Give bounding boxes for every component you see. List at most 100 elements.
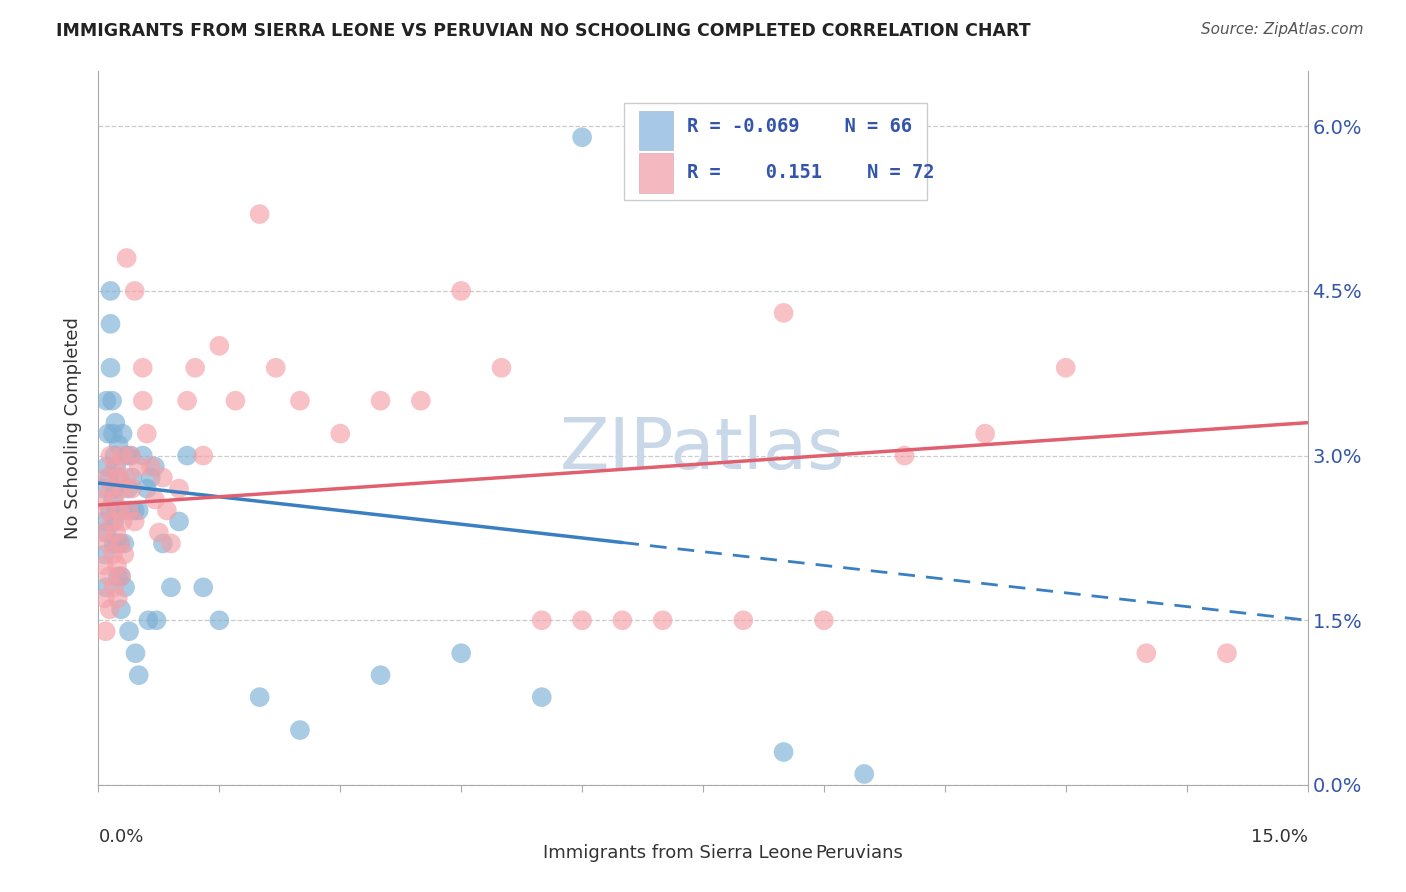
Point bbox=[115, 470, 138, 484]
Point bbox=[108, 503, 131, 517]
Point bbox=[612, 613, 634, 627]
Point bbox=[107, 591, 129, 606]
Point bbox=[97, 426, 120, 441]
Point bbox=[120, 449, 142, 463]
Point bbox=[135, 426, 157, 441]
Point bbox=[249, 207, 271, 221]
Point bbox=[288, 393, 311, 408]
Point bbox=[96, 525, 118, 540]
Point bbox=[571, 130, 593, 145]
Point bbox=[111, 503, 134, 517]
Point bbox=[124, 646, 146, 660]
Point bbox=[772, 306, 794, 320]
Point bbox=[132, 393, 155, 408]
Point bbox=[121, 470, 143, 484]
Point bbox=[176, 449, 198, 463]
Point bbox=[772, 745, 794, 759]
Point bbox=[103, 515, 125, 529]
Point bbox=[96, 470, 118, 484]
Point bbox=[124, 515, 146, 529]
Point bbox=[93, 558, 115, 573]
Point bbox=[208, 339, 231, 353]
Point bbox=[571, 613, 593, 627]
Point bbox=[107, 569, 129, 583]
Point bbox=[94, 591, 117, 606]
Point bbox=[148, 525, 170, 540]
Point bbox=[264, 360, 287, 375]
Point bbox=[193, 449, 215, 463]
Point bbox=[450, 284, 472, 298]
Point bbox=[208, 613, 231, 627]
Point bbox=[111, 449, 134, 463]
Point bbox=[105, 536, 128, 550]
Point bbox=[103, 482, 125, 496]
Point bbox=[105, 525, 128, 540]
Y-axis label: No Schooling Completed: No Schooling Completed bbox=[65, 318, 83, 539]
Point bbox=[115, 449, 138, 463]
Text: Immigrants from Sierra Leone: Immigrants from Sierra Leone bbox=[543, 845, 813, 863]
Point bbox=[108, 536, 131, 550]
Text: ZIPatlas: ZIPatlas bbox=[560, 415, 846, 484]
Point bbox=[329, 426, 352, 441]
Point bbox=[112, 536, 135, 550]
Point bbox=[112, 548, 135, 562]
Point bbox=[105, 558, 128, 573]
Point bbox=[110, 569, 132, 583]
Point bbox=[160, 536, 183, 550]
Point bbox=[117, 482, 139, 496]
FancyBboxPatch shape bbox=[624, 103, 927, 200]
Point bbox=[110, 602, 132, 616]
Point bbox=[118, 503, 141, 517]
Point bbox=[110, 569, 132, 583]
Point bbox=[107, 470, 129, 484]
Point bbox=[94, 548, 117, 562]
Point bbox=[145, 613, 167, 627]
Point bbox=[104, 416, 127, 430]
Point bbox=[121, 482, 143, 496]
Point bbox=[97, 536, 120, 550]
Point bbox=[193, 580, 215, 594]
Point bbox=[167, 515, 190, 529]
Text: Source: ZipAtlas.com: Source: ZipAtlas.com bbox=[1201, 22, 1364, 37]
Point bbox=[101, 426, 124, 441]
Point bbox=[132, 360, 155, 375]
Point bbox=[893, 449, 915, 463]
Point bbox=[143, 492, 166, 507]
Text: 15.0%: 15.0% bbox=[1250, 828, 1308, 846]
Point bbox=[139, 459, 162, 474]
Point bbox=[96, 503, 118, 517]
Point bbox=[94, 580, 117, 594]
Point bbox=[103, 449, 125, 463]
Point bbox=[96, 459, 118, 474]
Point bbox=[108, 503, 131, 517]
Point bbox=[450, 646, 472, 660]
Point bbox=[249, 690, 271, 705]
Point bbox=[132, 449, 155, 463]
Point bbox=[103, 536, 125, 550]
Point bbox=[128, 668, 150, 682]
Point bbox=[120, 503, 142, 517]
Point bbox=[96, 393, 118, 408]
Point bbox=[105, 503, 128, 517]
Point bbox=[114, 580, 136, 594]
Point bbox=[128, 503, 150, 517]
Text: 0.0%: 0.0% bbox=[98, 828, 143, 846]
Point bbox=[97, 569, 120, 583]
Point bbox=[124, 284, 146, 298]
Point bbox=[91, 492, 114, 507]
Point bbox=[530, 613, 553, 627]
FancyBboxPatch shape bbox=[638, 111, 673, 150]
Text: R =    0.151    N = 72: R = 0.151 N = 72 bbox=[688, 163, 935, 182]
Point bbox=[288, 723, 311, 737]
Point bbox=[93, 515, 115, 529]
Text: IMMIGRANTS FROM SIERRA LEONE VS PERUVIAN NO SCHOOLING COMPLETED CORRELATION CHAR: IMMIGRANTS FROM SIERRA LEONE VS PERUVIAN… bbox=[56, 22, 1031, 40]
Point bbox=[97, 470, 120, 484]
Point bbox=[100, 449, 122, 463]
Point bbox=[98, 503, 121, 517]
Point bbox=[184, 360, 207, 375]
Point bbox=[152, 536, 174, 550]
Point bbox=[101, 492, 124, 507]
Point bbox=[138, 613, 160, 627]
Point bbox=[152, 470, 174, 484]
Point bbox=[100, 317, 122, 331]
